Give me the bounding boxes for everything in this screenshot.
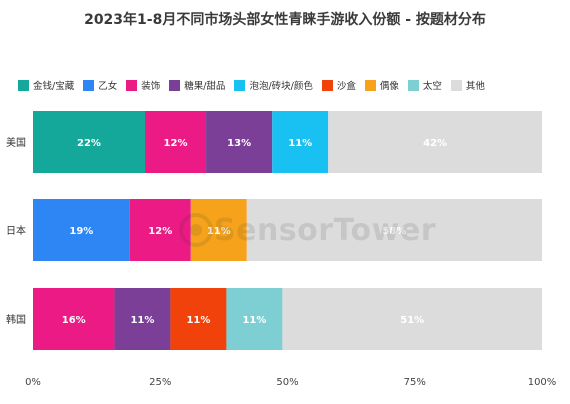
bar-segment-美国-其他 (328, 111, 542, 173)
legend-item-偶像: 偶像 (364, 78, 399, 92)
data-label: 12% (148, 226, 172, 237)
legend-label: 沙盒 (336, 81, 356, 92)
bar-segment-美国-糖果-甜品 (206, 111, 273, 173)
legend-item-装饰: 装饰 (126, 78, 160, 92)
legend-swatch (321, 79, 333, 91)
bar-segment-韩国-沙盒 (170, 288, 227, 350)
x-tick-label: 25% (149, 377, 171, 388)
data-label: 51% (400, 315, 424, 326)
data-label: 19% (69, 226, 93, 237)
legend-label: 金钱/宝藏 (33, 81, 75, 92)
category-label: 美国 (6, 136, 26, 149)
legend-item-泡泡-砖块-颜色: 泡泡/砖块/颜色 (234, 78, 313, 92)
data-label: 13% (227, 138, 251, 149)
legend-swatch (169, 79, 181, 91)
legend-swatch (18, 79, 29, 91)
x-tick-label: 100% (528, 377, 557, 388)
category-label: 日本 (6, 224, 26, 237)
data-label: 11% (186, 315, 210, 326)
chart-title: 2023年1-8月不同市场头部女性青睐手游收入份额 - 按题材分布 (84, 12, 486, 28)
legend-label: 其他 (465, 81, 485, 92)
legend-swatch (407, 79, 419, 91)
data-label: 42% (423, 138, 447, 149)
bar-segment-韩国-糖果-甜品 (114, 288, 171, 350)
legend-label: 偶像 (379, 81, 399, 92)
bar-segment-美国-金钱-宝藏 (33, 111, 145, 173)
legend-swatch (83, 79, 95, 91)
legend-swatch (234, 79, 246, 91)
legend-swatch (364, 79, 376, 91)
data-label: 11% (130, 315, 154, 326)
legend-item-金钱-宝藏: 金钱/宝藏 (18, 78, 74, 92)
data-label: 22% (77, 138, 101, 149)
x-tick-label: 50% (276, 377, 298, 388)
legend-item-其他: 其他 (450, 78, 485, 92)
bar-segment-美国-泡泡-砖块-颜色 (272, 111, 329, 173)
chart-legend: 金钱/宝藏 乙女 装饰 糖果/甜品 泡泡/砖块/颜色 沙盒 偶像 太空 其他 (18, 78, 563, 92)
bar-segment-日本-乙女 (33, 199, 130, 261)
legend-label: 太空 (422, 81, 442, 92)
bar-segment-美国-装饰 (144, 111, 207, 173)
legend-item-糖果-甜品: 糖果/甜品 (169, 78, 225, 92)
x-tick-label: 75% (404, 377, 426, 388)
legend-item-乙女: 乙女 (83, 78, 117, 92)
bar-segment-日本-偶像 (190, 199, 247, 261)
legend-swatch (450, 79, 462, 91)
data-label: 11% (288, 138, 312, 149)
legend-item-太空: 太空 (407, 78, 442, 92)
bar-segment-日本-装饰 (129, 199, 191, 261)
data-label: 16% (62, 315, 86, 326)
category-label: 韩国 (6, 313, 26, 326)
bar-segment-韩国-太空 (226, 288, 283, 350)
legend-label: 泡泡/砖块/颜色 (249, 81, 313, 92)
legend-label: 装饰 (141, 81, 161, 92)
legend-swatch (126, 79, 138, 91)
legend-item-沙盒: 沙盒 (321, 78, 356, 92)
data-label: 12% (164, 138, 188, 149)
data-label: 11% (242, 315, 266, 326)
x-tick-label: 0% (25, 377, 41, 388)
bar-segment-韩国-装饰 (33, 288, 115, 350)
bar-segment-韩国-其他 (282, 288, 542, 350)
data-label: 11% (207, 226, 231, 237)
bar-segment-日本-其他 (246, 199, 542, 261)
data-label: 58% (382, 226, 406, 237)
legend-label: 糖果/甜品 (184, 81, 226, 92)
legend-label: 乙女 (98, 81, 118, 92)
